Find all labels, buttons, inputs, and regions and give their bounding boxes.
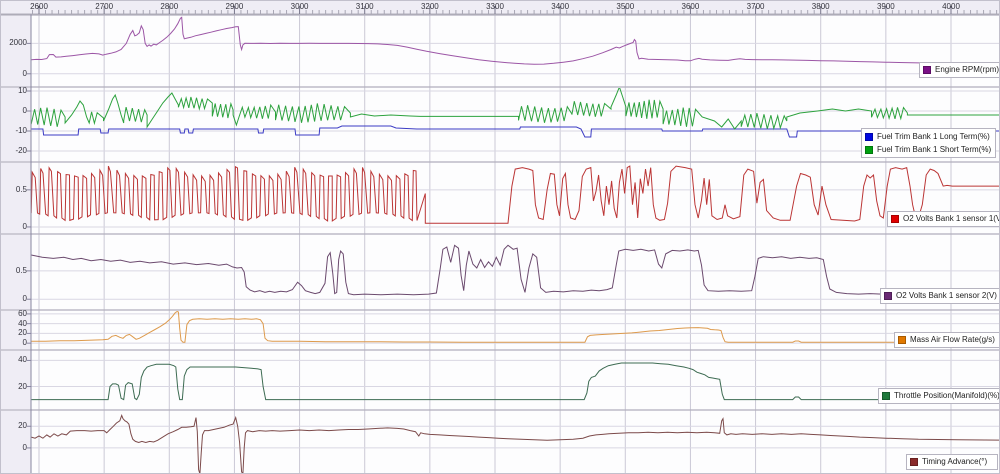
y-tick-label: 0.5 bbox=[15, 184, 27, 194]
series-line bbox=[31, 16, 999, 65]
legend-item: Engine RPM(rpm) bbox=[923, 64, 999, 76]
legend-label: O2 Volts Bank 1 sensor 2(V) bbox=[896, 291, 997, 300]
series-line bbox=[31, 362, 999, 401]
y-tick-label: 0.5 bbox=[15, 265, 27, 275]
legend-label: Mass Air Flow Rate(g/s) bbox=[910, 335, 995, 344]
y-tick-label: 10 bbox=[18, 86, 27, 95]
legend-item: O2 Volts Bank 1 sensor 1(V) bbox=[891, 213, 1000, 225]
engine-rpm-swatch-icon bbox=[923, 66, 931, 74]
y-tick-label: 20 bbox=[18, 421, 27, 431]
legend-maf[interactable]: Mass Air Flow Rate(g/s) bbox=[894, 332, 999, 348]
x-tick-label: 2600 bbox=[30, 2, 48, 11]
legend-label: Throttle Position(Manifold)(%) bbox=[894, 391, 1000, 400]
series-line bbox=[31, 311, 999, 343]
legend-item: Fuel Trim Bank 1 Long Term(%) bbox=[865, 131, 991, 143]
series-line bbox=[31, 125, 999, 138]
pane-background bbox=[31, 16, 999, 86]
y-tick-label: -20 bbox=[15, 146, 27, 155]
x-tick-label: 3100 bbox=[355, 2, 374, 11]
x-tick-label: 2800 bbox=[160, 2, 179, 11]
x-tick-label: 3800 bbox=[811, 2, 830, 11]
pane-background bbox=[31, 351, 999, 409]
legend-engine-rpm[interactable]: Engine RPM(rpm) bbox=[919, 62, 999, 78]
throttle-swatch-icon bbox=[882, 392, 890, 400]
x-tick-label: 3400 bbox=[551, 2, 570, 11]
y-tick-label: 0 bbox=[22, 338, 27, 348]
maf-swatch-icon bbox=[898, 336, 906, 344]
y-tick-label: 0 bbox=[22, 442, 27, 452]
y-tick-label: 0 bbox=[22, 294, 27, 304]
legend-label: O2 Volts Bank 1 sensor 1(V) bbox=[903, 214, 1000, 223]
x-tick-label: 3200 bbox=[420, 2, 439, 11]
x-tick-label: 4000 bbox=[942, 2, 960, 11]
o2-sensor2-swatch-icon bbox=[884, 292, 892, 300]
y-tick-label: 60 bbox=[18, 308, 27, 318]
legend-label: Timing Advance(°) bbox=[922, 457, 988, 466]
legend-item: Timing Advance(°) bbox=[910, 456, 993, 468]
y-tick-label: 40 bbox=[18, 318, 27, 328]
legend-label: Fuel Trim Bank 1 Short Term(%) bbox=[877, 144, 992, 154]
x-tick-label: 2900 bbox=[225, 2, 244, 11]
x-tick-label: 3700 bbox=[746, 2, 765, 11]
y-tick-label: 20 bbox=[18, 328, 27, 338]
legend-o2-sensor-1[interactable]: O2 Volts Bank 1 sensor 1(V) bbox=[887, 211, 1000, 227]
series-line bbox=[31, 413, 999, 473]
legend-item: O2 Volts Bank 1 sensor 2(V) bbox=[884, 290, 997, 302]
x-tick-label: 3900 bbox=[876, 2, 895, 11]
legend-item: Mass Air Flow Rate(g/s) bbox=[898, 334, 996, 346]
timing-advance-swatch-icon bbox=[910, 458, 918, 466]
legend-item: Fuel Trim Bank 1 Short Term(%) bbox=[865, 144, 991, 156]
pane-background bbox=[31, 411, 999, 473]
fuel-trim-long-swatch-icon bbox=[865, 132, 873, 141]
legend-label: Fuel Trim Bank 1 Long Term(%) bbox=[877, 131, 990, 141]
x-tick-label: 2700 bbox=[95, 2, 114, 11]
y-tick-label: 20 bbox=[18, 381, 27, 391]
legend-item: Throttle Position(Manifold)(%) bbox=[882, 390, 1000, 402]
y-tick-label: 2000 bbox=[9, 38, 27, 48]
pane-background bbox=[31, 235, 999, 309]
x-tick-label: 3300 bbox=[486, 2, 504, 11]
y-tick-label: 0 bbox=[22, 106, 27, 115]
legend-fuel-trim[interactable]: Fuel Trim Bank 1 Long Term(%) Fuel Trim … bbox=[861, 128, 997, 158]
pane-background bbox=[31, 88, 999, 161]
x-tick-label: 3500 bbox=[616, 2, 635, 11]
fuel-trim-short-swatch-icon bbox=[865, 145, 873, 154]
x-tick-label: 3000 bbox=[290, 2, 309, 11]
legend-label: Engine RPM(rpm) bbox=[935, 65, 1000, 74]
o2-sensor1-swatch-icon bbox=[891, 215, 899, 223]
series-line bbox=[31, 244, 999, 297]
legend-timing-advance[interactable]: Timing Advance(°) bbox=[906, 454, 998, 470]
series-line bbox=[31, 88, 999, 131]
y-tick-label: -10 bbox=[15, 126, 27, 135]
y-tick-label: 40 bbox=[18, 355, 27, 365]
legend-o2-sensor-2[interactable]: O2 Volts Bank 1 sensor 2(V) bbox=[880, 288, 999, 304]
y-tick-label: 0 bbox=[22, 221, 27, 231]
x-tick-label: 3600 bbox=[681, 2, 700, 11]
y-tick-label: 0 bbox=[22, 68, 27, 78]
legend-throttle[interactable]: Throttle Position(Manifold)(%) bbox=[878, 388, 1000, 404]
series-line bbox=[31, 165, 999, 224]
